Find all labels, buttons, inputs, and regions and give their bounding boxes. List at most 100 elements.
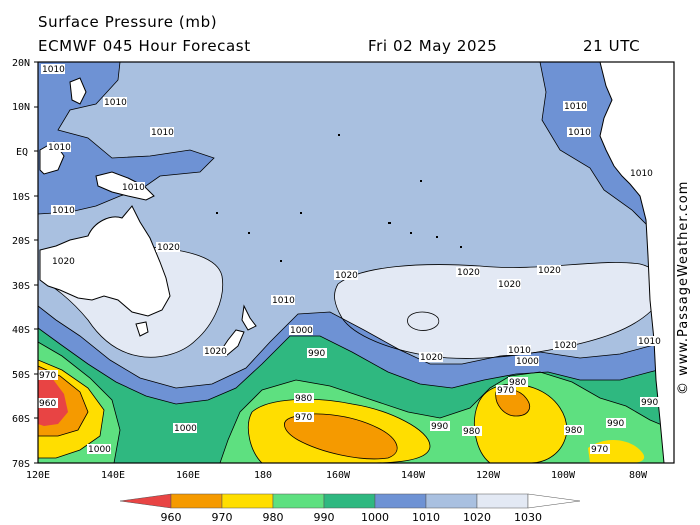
isobar-label-1020: 1020 [419,352,443,363]
landmass-australia [39,205,171,317]
isobar-1030-closed [407,311,440,331]
svg-text:1010: 1010 [42,65,65,75]
isobar-label-1020: 1020 [51,256,75,267]
island-dot [248,232,250,234]
isobar-970-west [38,365,89,437]
lon-label: 180 [254,470,272,481]
isobar-contours [38,62,674,463]
forecast-date: Fri 02 May 2025 [368,37,498,55]
svg-text:970: 970 [295,413,312,423]
longitude-labels: 120E 140E 160E 180 160W 140W 120W 100W 8… [26,470,648,481]
isobar-label-1020: 1020 [553,340,577,351]
isobar-1010-south [38,305,674,389]
isobar-1000 [38,327,674,405]
isobar-label-1010: 1010 [121,182,145,193]
lon-label: 100W [551,470,576,481]
svg-text:1010: 1010 [104,98,127,108]
high-pacific [334,262,662,359]
lon-label: 120W [476,470,501,481]
isobar-label-1020: 1020 [497,279,521,290]
landmass-tasmania [135,321,149,337]
colorbar-label: 1000 [361,511,389,524]
svg-text:980: 980 [295,394,312,404]
colorbar-segment-990 [272,493,325,509]
isobar-label-990: 990 [640,397,660,408]
isobar-label-1010: 1010 [150,127,174,138]
lon-label: 80W [629,470,648,481]
isobar-label-1020: 1020 [203,346,227,357]
island-dot [460,246,462,248]
svg-text:1010: 1010 [568,128,591,138]
isobar-label-1000: 1000 [87,444,111,455]
island-dots [216,134,462,262]
svg-text:1020: 1020 [157,243,180,253]
svg-text:980: 980 [463,427,480,437]
latitude-labels: 20N 10N EQ 10S 20S 30S 40S 50S 60S 70S [12,58,30,470]
isobar-label-1010: 1010 [271,295,295,306]
isobar-label-1010: 1010 [629,168,653,179]
isobar-990-west [38,341,121,463]
colorbar-arrow-high [527,493,581,509]
svg-text:1020: 1020 [420,353,443,363]
landmass-nz-north [241,304,257,331]
lon-label: 160E [176,470,200,481]
island-dot [216,212,218,214]
isobar-label-1010: 1010 [563,101,587,112]
map-frame [37,61,675,464]
lon-label: 140E [101,470,125,481]
svg-text:990: 990 [607,419,624,429]
lat-label: 10N [12,102,30,113]
isobar-990-south [219,371,674,463]
isobar-label-970: 970 [590,444,610,455]
island-dot [388,222,391,224]
svg-text:990: 990 [431,422,448,432]
island-dot [420,180,422,182]
svg-text:1000: 1000 [174,424,197,434]
island-dot [300,212,302,214]
svg-text:980: 980 [509,378,526,388]
lat-label: 60S [12,414,30,425]
lon-label: 160W [326,470,351,481]
isobar-label-1010: 1010 [47,142,71,153]
isobar-label-960: 960 [38,398,58,409]
svg-text:1020: 1020 [498,280,521,290]
svg-text:1010: 1010 [52,206,75,216]
lat-label: 40S [12,325,30,336]
isobar-label-980: 980 [462,426,482,437]
svg-text:990: 990 [641,398,658,408]
svg-text:1020: 1020 [204,347,227,357]
colorbar-segment-1030 [476,493,529,509]
lat-label: EQ [16,147,28,158]
colorbar-segment-1000 [323,493,376,509]
svg-text:1020: 1020 [457,268,480,278]
svg-text:1020: 1020 [52,257,75,267]
svg-text:1010: 1010 [151,128,174,138]
lat-label: 20S [12,236,30,247]
isobar-label-1020: 1020 [537,265,561,276]
isobar-label-1020: 1020 [456,267,480,278]
svg-text:1010: 1010 [638,337,661,347]
colorbar-segment-1010 [374,493,427,509]
isobar-980-central [248,398,431,463]
isobar-970-central [284,413,398,460]
isobar-label-980: 980 [564,425,584,436]
forecast-time: 21 UTC [583,37,641,55]
isobar-label-990: 990 [606,418,626,429]
isobar-label-1000: 1000 [173,423,197,434]
svg-text:980: 980 [565,426,582,436]
svg-text:1010: 1010 [564,102,587,112]
copyright-text: © www.PassageWeather.com [676,180,691,395]
isobar-label-970: 970 [38,370,58,381]
svg-text:1010: 1010 [508,346,531,356]
colorbar-arrow-low [119,493,172,509]
svg-text:1000: 1000 [290,326,313,336]
svg-text:1000: 1000 [516,357,539,367]
isobar-label-980: 980 [508,377,528,388]
isobar-labels: 1010 1010 1010 1010 1010 1010 1010 1010 … [38,64,661,455]
colorbar-label: 1020 [463,511,491,524]
island-dot [410,232,412,234]
isobar-label-1020: 1020 [334,270,358,281]
lon-label: 120E [26,470,50,481]
isobar-label-1010: 1010 [103,97,127,108]
